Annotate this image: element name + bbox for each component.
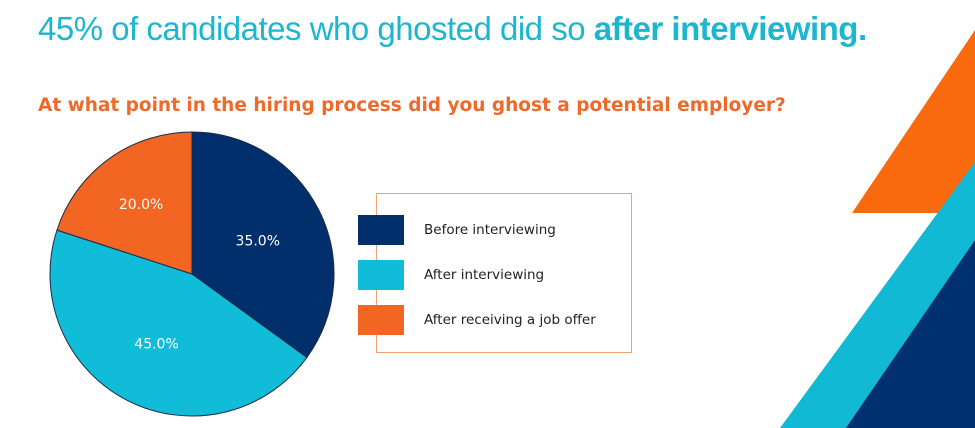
headline: 45% of candidates who ghosted did so aft… [38,10,867,48]
legend: Before interviewing After interviewing Aft… [358,193,632,353]
legend-swatch [358,260,404,290]
legend-label: Before interviewing [424,222,556,238]
pie-slice-after-interviewing [49,229,308,417]
legend-label: After interviewing [424,267,545,283]
pie-label-after-receiving-a-job-offer: 20.0% [119,197,163,213]
legend-label: After receiving a job offer [424,312,596,328]
chart-title: At what point in the hiring process did … [38,95,786,116]
decor-orange-stripe [852,30,975,213]
pie-label-before-interviewing: 35.0% [236,233,280,249]
headline-prefix: 45% of candidates who ghosted did so [38,10,594,47]
pie-value-labels: 35.0% 45.0% 20.0% [119,197,280,353]
legend-swatch [358,305,404,335]
headline-emphasis: after interviewing. [593,10,867,47]
legend-swatch [358,215,404,245]
pie-slice-after-receiving-a-job-offer [56,131,193,275]
decor-navy-stripe [846,240,975,428]
pie-label-after-interviewing: 45.0% [134,337,178,353]
pie-slice-before-interviewing [191,131,335,359]
pie-slices [49,131,335,417]
